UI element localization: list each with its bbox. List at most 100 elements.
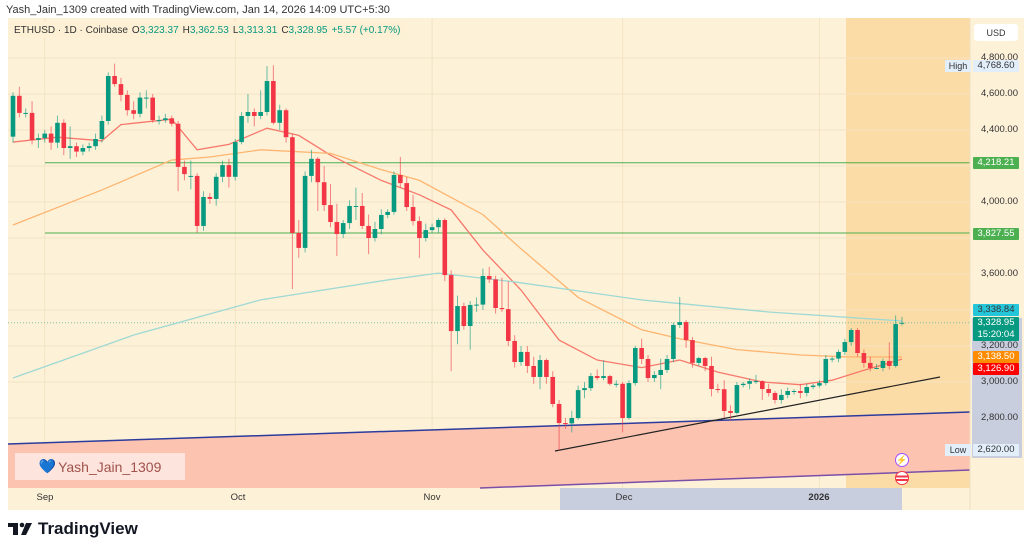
high-price-badge: 4,768.60 (973, 60, 1019, 72)
candle-down (29, 112, 35, 140)
price-tick: 4,000.00 (981, 196, 1018, 207)
candle-up (633, 347, 638, 384)
candle-up (652, 374, 657, 379)
candle-down (398, 175, 403, 184)
candle-down (715, 389, 721, 391)
candle-up (671, 324, 676, 359)
candle-down (283, 110, 289, 138)
candle-down (461, 306, 467, 327)
low-price-badge: 2,620.00 (973, 444, 1019, 456)
candle-up (740, 383, 746, 386)
time-label: Sep (36, 492, 54, 503)
candle-up (213, 176, 219, 199)
candle-down (798, 391, 803, 393)
candle-down (556, 403, 562, 424)
candle-down (639, 347, 644, 359)
candle-up (144, 97, 149, 99)
candle-up (156, 120, 162, 122)
candle-down (118, 84, 124, 95)
candle-up (791, 391, 797, 392)
candle-down (125, 94, 130, 111)
candle-down (175, 123, 181, 167)
candle-down (404, 183, 409, 208)
candle-up (379, 214, 384, 229)
candle-up (385, 211, 390, 215)
candle-down (760, 381, 765, 390)
time-label: Nov (423, 492, 441, 503)
open-value: 3,323.37 (139, 24, 179, 36)
time-label: Oct (230, 492, 246, 503)
candle-up (537, 360, 543, 377)
low-tag: Low (945, 444, 971, 456)
candle-up (601, 376, 606, 379)
lightning-event-icon[interactable]: ⚡ (895, 453, 909, 467)
candle-down (131, 110, 136, 114)
candle-up (480, 275, 486, 305)
candle-down (17, 95, 22, 113)
candle-up (391, 175, 397, 212)
date-range-highlight (846, 18, 970, 488)
moving-average-line-2 (12, 149, 903, 358)
price-tick: 4,400.00 (981, 124, 1018, 135)
candle-down (493, 279, 498, 309)
candle-down (702, 358, 708, 366)
candle-up (277, 110, 282, 123)
level-badge-lower: 3,827.55 (973, 228, 1019, 240)
candle-up (753, 381, 759, 383)
candle-down (410, 207, 416, 222)
price-tick: 2,800.00 (981, 412, 1018, 423)
candle-up (588, 376, 594, 389)
candle-down (328, 205, 333, 222)
candle-down (594, 376, 600, 379)
candle-down (620, 383, 625, 418)
chart-credit: Yash_Jain_1309 created with TradingView.… (6, 4, 390, 16)
price-tick: 3,600.00 (981, 268, 1018, 279)
channel-upper-trendline (7, 411, 971, 445)
plot-background (8, 18, 970, 488)
price-tick: 4,600.00 (981, 88, 1018, 99)
candle-up (105, 76, 111, 121)
candle-down (544, 360, 549, 377)
candle-up (575, 390, 581, 418)
candle-down (150, 97, 155, 121)
candle-down (359, 205, 365, 226)
high-value: 3,362.53 (189, 24, 229, 36)
candle-up (10, 95, 16, 137)
candle-up (23, 112, 28, 114)
candle-up (258, 112, 263, 116)
candle-up (264, 81, 270, 112)
candle-down (252, 112, 257, 116)
candle-up (842, 342, 848, 352)
price-axis[interactable]: 4,800.00 4,600.00 4,400.00 4,000.00 3,60… (970, 18, 1024, 488)
moving-average-line-3 (12, 272, 903, 379)
us-flag-event-icon[interactable] (895, 471, 909, 485)
candle-up (810, 385, 816, 388)
candle-up (436, 220, 441, 228)
candle-up (220, 165, 225, 177)
candle-up (874, 367, 879, 369)
ma-short-badge: 3,126.90 (973, 363, 1019, 375)
candle-down (74, 146, 79, 152)
candle-down (855, 329, 860, 354)
candle-down (226, 165, 232, 177)
candle-down (683, 322, 689, 341)
candle-up (626, 383, 632, 418)
candle-up (785, 391, 790, 395)
candle-up (42, 133, 48, 139)
last-price-badge: 3,328.95 15:20:04 (973, 317, 1019, 341)
candle-down (728, 410, 733, 413)
candle-down (867, 362, 873, 368)
ma-long-badge: 3,338.84 (973, 304, 1019, 316)
candle-up (201, 196, 206, 226)
candle-up (664, 358, 670, 370)
candle-down (169, 118, 175, 124)
candle-up (188, 175, 194, 177)
candle-down (721, 389, 727, 411)
candle-up (67, 146, 73, 148)
candle-down (61, 122, 67, 148)
currency-button[interactable]: USD (974, 24, 1018, 41)
candle-up (696, 358, 702, 363)
candle-up (86, 146, 92, 148)
candle-down (709, 365, 714, 390)
